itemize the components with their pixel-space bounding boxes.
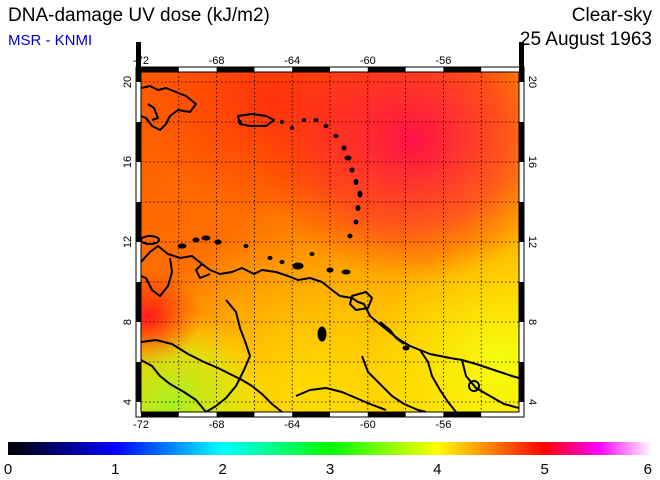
colorbar-tick-label: 0 [4, 461, 12, 478]
lat-tick-label-right: 20 [526, 76, 538, 88]
frame-block [519, 202, 524, 242]
islands [141, 118, 480, 392]
border-inner [419, 349, 457, 412]
border-west [141, 359, 207, 412]
lat-tick-label-right: 12 [526, 236, 538, 248]
coast-puerto-rico [237, 113, 275, 127]
frame-block [367, 412, 406, 417]
axis-tick-labels: -72 -72 -68 -68 -64 -64 -60 -60 -56 -56 4 4 8 8 12 12 16… [122, 55, 538, 431]
frame-block [519, 122, 524, 162]
frame-block [443, 67, 482, 72]
lon-tick-label-bottom: -72 [133, 419, 149, 431]
colorbar-tick-label: 5 [540, 461, 548, 478]
date-label: 25 August 1963 [519, 29, 652, 50]
coast-orinoco-delta [379, 321, 405, 345]
lon-tick-label-bottom: -60 [360, 419, 376, 431]
frame-block [519, 362, 524, 402]
coast-hispaniola [141, 85, 197, 131]
border-south [141, 339, 283, 412]
credit-label: MSR - KNMI [8, 32, 93, 49]
lat-tick-label-left: 4 [122, 399, 134, 405]
lon-tick-label-top: -72 [133, 55, 149, 67]
frame-block [519, 42, 524, 82]
border-suriname [461, 359, 519, 409]
frame-checkerboard [135, 42, 525, 418]
coast-paraguana [195, 263, 211, 279]
colorbar-tick-label: 2 [218, 461, 226, 478]
lat-tick-label-left: 20 [122, 76, 134, 88]
coastlines [141, 85, 519, 412]
frame-block [136, 202, 141, 242]
frame-block [136, 42, 141, 82]
coast-trinidad [349, 291, 373, 311]
lon-tick-label-top: -64 [284, 55, 300, 67]
frame-block [136, 282, 141, 322]
coast-venezuela-colombia [141, 245, 519, 379]
lat-tick-label-left: 16 [122, 156, 134, 168]
lon-tick-label-top: -60 [360, 55, 376, 67]
coast-hispaniola-peninsula [147, 103, 159, 121]
lon-tick-label-bottom: -56 [435, 419, 451, 431]
lat-tick-label-right: 16 [526, 156, 538, 168]
lat-tick-label-left: 12 [122, 236, 134, 248]
frame-block [367, 67, 406, 72]
map-title: DNA-damage UV dose (kJ/m2) [8, 5, 270, 26]
colorbar-tick-label: 6 [644, 461, 652, 478]
coast-maracaibo [141, 257, 173, 297]
colorbar [8, 442, 652, 455]
frame-block [136, 122, 141, 162]
colorbar-tick-label: 3 [326, 461, 334, 478]
frame-block [141, 412, 179, 417]
frame-block [292, 67, 330, 72]
lat-tick-label-right: 4 [526, 399, 538, 405]
lon-tick-label-top: -56 [435, 55, 451, 67]
lon-tick-label-top: -68 [209, 55, 225, 67]
frame-block [216, 67, 255, 72]
lat-tick-label-right: 8 [526, 319, 538, 325]
frame-block [292, 412, 330, 417]
lon-tick-label-bottom: -64 [284, 419, 300, 431]
sky-condition-label: Clear-sky [571, 5, 652, 26]
frame-block [136, 362, 141, 402]
border-river [205, 299, 251, 412]
lat-tick-label-left: 8 [122, 319, 134, 325]
frame-block [519, 282, 524, 322]
border-guyana [361, 355, 427, 412]
colorbar-tick-label: 1 [111, 461, 119, 478]
border-brazil [295, 387, 387, 411]
outer-frame [135, 66, 525, 418]
frame-block [216, 412, 255, 417]
colorbar-tick-label: 4 [433, 461, 441, 478]
frame-block [443, 412, 482, 417]
frame-block [141, 67, 179, 72]
lon-tick-label-bottom: -68 [209, 419, 225, 431]
colorbar-tick-labels: 0 1 2 3 4 5 6 [4, 461, 652, 478]
